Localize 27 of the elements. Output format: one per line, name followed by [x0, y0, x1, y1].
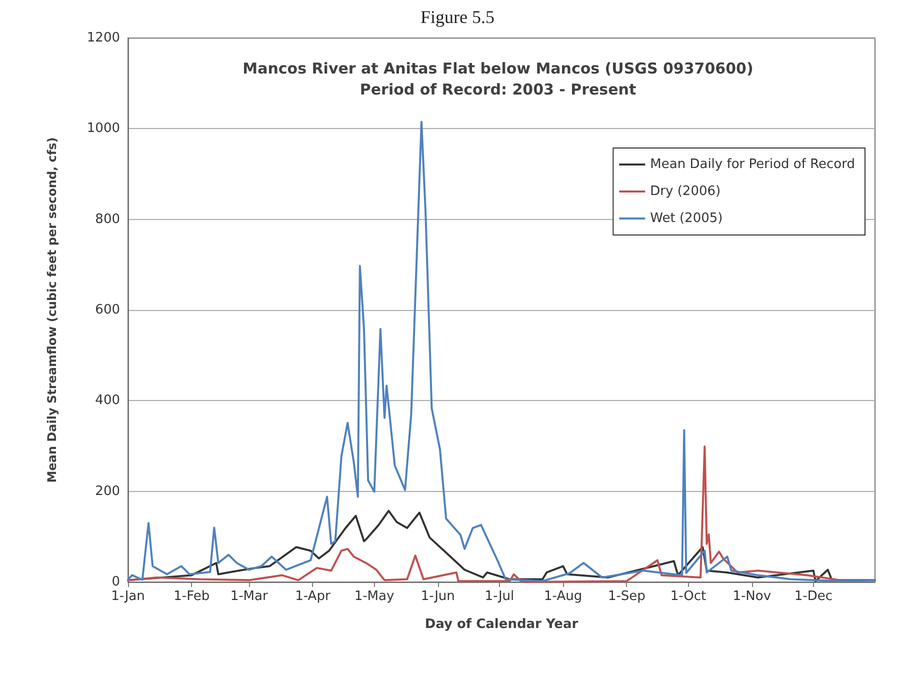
x-tick-label: 1-Mar — [230, 589, 268, 604]
y-tick-label: 0 — [112, 574, 120, 590]
legend-label: Dry (2006) — [650, 184, 721, 199]
text: Mancos River at Anitas Flat below Mancos (USGS 09370600) — [242, 60, 754, 78]
caption: Figure 5.5 — [420, 7, 494, 27]
y-tick-label: 1000 — [86, 121, 120, 136]
y-tick-label: 800 — [95, 212, 120, 227]
x-tick-label: 1-Oct — [670, 589, 706, 604]
y-tick-label: 1200 — [86, 30, 120, 46]
legend-label: Mean Daily for Period of Record — [650, 157, 856, 172]
y-tick-label: 400 — [95, 393, 120, 408]
x-tick-label: 1-Aug — [544, 589, 582, 604]
x-tick-label: 1-Sep — [608, 589, 646, 604]
y-tick-label: 600 — [95, 302, 120, 318]
text: Period of Record: 2003 - Present — [360, 80, 636, 98]
x-tick-label: 1-Feb — [174, 589, 210, 604]
y-axis-title: Mean Daily Streamflow (cubic feet per second, cfs) — [45, 137, 59, 483]
x-tick-label: 1-Jul — [484, 589, 514, 604]
y-tick-label: 200 — [95, 484, 120, 499]
x-tick-label: 1-Dec — [794, 589, 832, 604]
x-tick-label: 1-Nov — [732, 589, 772, 604]
x-tick-label: 1-Jun — [420, 589, 455, 604]
x-axis-title: Day of Calendar Year — [424, 617, 579, 632]
x-tick-label: 1-Jan — [111, 589, 145, 604]
legend-label: Wet (2005) — [650, 211, 723, 226]
x-tick-label: 1-Apr — [295, 589, 331, 604]
x-tick-label: 1-May — [354, 589, 394, 604]
